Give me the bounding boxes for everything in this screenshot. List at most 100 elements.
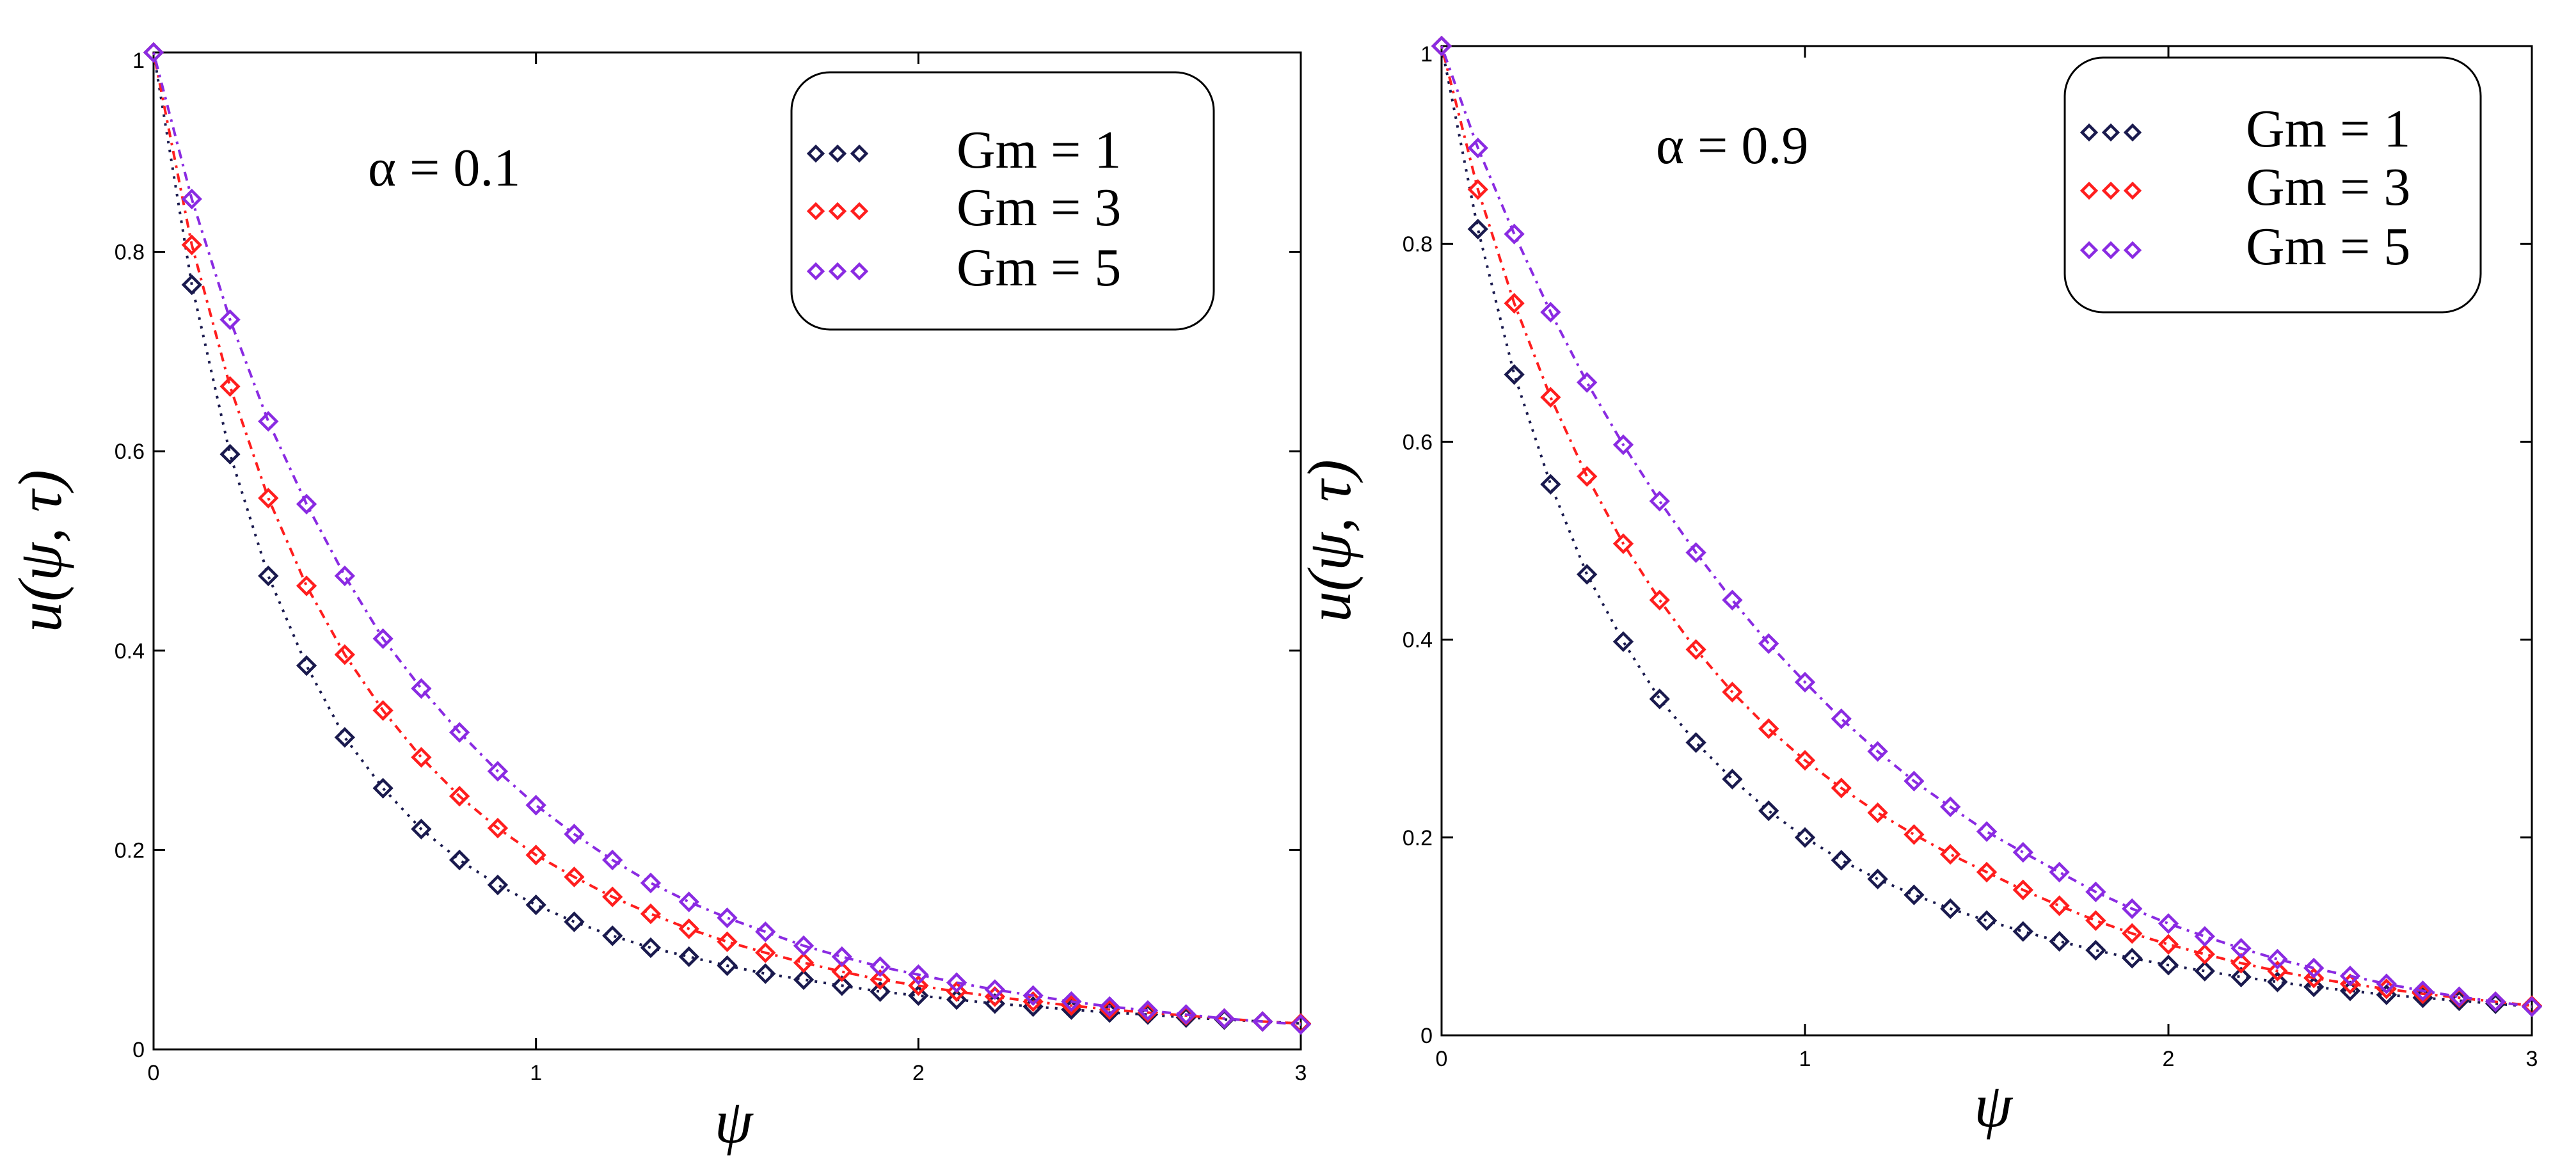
data-point xyxy=(1540,386,1561,408)
legend-marker xyxy=(806,262,825,281)
data-point xyxy=(181,234,202,255)
data-point xyxy=(1504,292,1525,314)
data-point xyxy=(946,981,967,1002)
data-point xyxy=(525,795,546,816)
data-point xyxy=(831,975,852,996)
data-point xyxy=(908,964,929,985)
data-point xyxy=(640,937,662,959)
data-point xyxy=(2194,944,2215,965)
data-point xyxy=(1061,991,1082,1012)
data-point xyxy=(449,722,470,743)
data-point xyxy=(372,777,394,799)
x-tick-label: 0 xyxy=(148,1061,160,1085)
data-point xyxy=(296,655,317,676)
data-point xyxy=(525,894,546,916)
y-tick-label: 1 xyxy=(1420,42,1433,67)
data-point xyxy=(2267,971,2288,992)
series-gm-5 xyxy=(143,42,1312,1035)
data-point xyxy=(1940,796,1961,818)
y-tick-label: 0.2 xyxy=(115,838,145,863)
legend-marker xyxy=(828,262,847,281)
data-point xyxy=(2012,921,2033,942)
legend-entry-gm-1: Gm = 1 xyxy=(2079,99,2410,159)
data-point xyxy=(2230,966,2252,987)
data-point xyxy=(1137,1000,1159,1021)
data-point xyxy=(2049,895,2070,916)
legend-entry-gm-5: Gm = 5 xyxy=(806,238,1121,298)
data-point xyxy=(1577,564,1598,585)
data-point xyxy=(2412,980,2433,1001)
data-point xyxy=(2122,923,2143,944)
plot-frame xyxy=(1440,45,2533,1037)
data-point xyxy=(1722,589,1743,610)
data-point xyxy=(1540,301,1561,323)
data-point xyxy=(946,972,967,993)
data-point xyxy=(908,975,929,996)
data-point xyxy=(1867,802,1888,824)
data-point xyxy=(678,891,699,912)
data-point xyxy=(219,376,241,397)
data-point xyxy=(1612,631,1634,652)
data-point xyxy=(755,942,776,964)
data-point xyxy=(2303,976,2325,998)
data-point xyxy=(2303,957,2325,979)
data-point xyxy=(1504,223,1525,244)
data-point xyxy=(602,886,623,907)
data-point xyxy=(487,874,509,896)
data-point xyxy=(2267,948,2288,970)
data-point xyxy=(793,969,815,991)
x-tick-label: 3 xyxy=(1295,1061,1307,1085)
legend: Gm = 1Gm = 3Gm = 5 xyxy=(790,71,1215,331)
data-point xyxy=(1504,364,1525,385)
data-point xyxy=(1022,985,1044,1007)
data-point xyxy=(602,925,623,946)
legend-marker xyxy=(2123,181,2142,200)
data-point xyxy=(870,981,891,1002)
data-point xyxy=(1685,639,1706,660)
data-point xyxy=(449,786,470,807)
data-point xyxy=(2158,913,2179,934)
x-tick-label: 0 xyxy=(1436,1047,1448,1071)
data-point xyxy=(1431,35,1452,57)
x-tick-label: 1 xyxy=(530,1061,542,1085)
data-point xyxy=(564,866,585,888)
chart-panel-2: 00.20.40.60.810 1 2 3ψu(ψ, τ)α = 0.9 Gm = 1G… xyxy=(1295,35,2543,1140)
data-point xyxy=(487,761,509,782)
legend-label: Gm = 1 xyxy=(957,120,1121,180)
data-point xyxy=(2012,879,2033,900)
chart-panel-1: 00.20.40.60.810 1 2 3ψu(ψ, τ)α = 0.1 Gm = 1G… xyxy=(6,42,1312,1156)
data-point xyxy=(1867,868,1888,889)
x-axis-label: ψ xyxy=(715,1087,754,1156)
data-point xyxy=(219,443,241,465)
y-tick-label: 0.4 xyxy=(115,639,145,664)
legend-marker xyxy=(2123,123,2142,142)
data-point xyxy=(372,700,394,721)
data-point xyxy=(449,849,470,871)
data-point xyxy=(2412,983,2433,1005)
data-point xyxy=(755,921,776,943)
data-point xyxy=(1649,490,1670,512)
data-point xyxy=(1940,898,1961,920)
legend-label: Gm = 3 xyxy=(2246,157,2410,217)
legend-label: Gm = 3 xyxy=(957,178,1121,237)
data-point xyxy=(870,969,891,991)
y-tick-label: 0.8 xyxy=(115,241,145,265)
data-point xyxy=(525,845,546,866)
y-axis-label: u(ψ, τ) xyxy=(6,470,74,632)
data-point xyxy=(717,931,738,952)
data-point xyxy=(1758,718,1779,739)
data-point xyxy=(219,309,241,330)
data-point xyxy=(1794,750,1816,771)
data-point xyxy=(1467,179,1488,200)
series-gm-5 xyxy=(1431,35,2543,1017)
data-point xyxy=(2049,861,2070,883)
data-point xyxy=(2339,973,2361,994)
data-point xyxy=(793,952,815,973)
legend-marker xyxy=(828,202,847,221)
data-point xyxy=(1794,671,1816,693)
x-tick-label: 2 xyxy=(2163,1047,2175,1071)
data-point xyxy=(1758,800,1779,822)
data-point xyxy=(372,628,394,649)
y-tick-label: 0.4 xyxy=(1403,628,1433,653)
y-tick-label: 0.6 xyxy=(1403,430,1433,454)
